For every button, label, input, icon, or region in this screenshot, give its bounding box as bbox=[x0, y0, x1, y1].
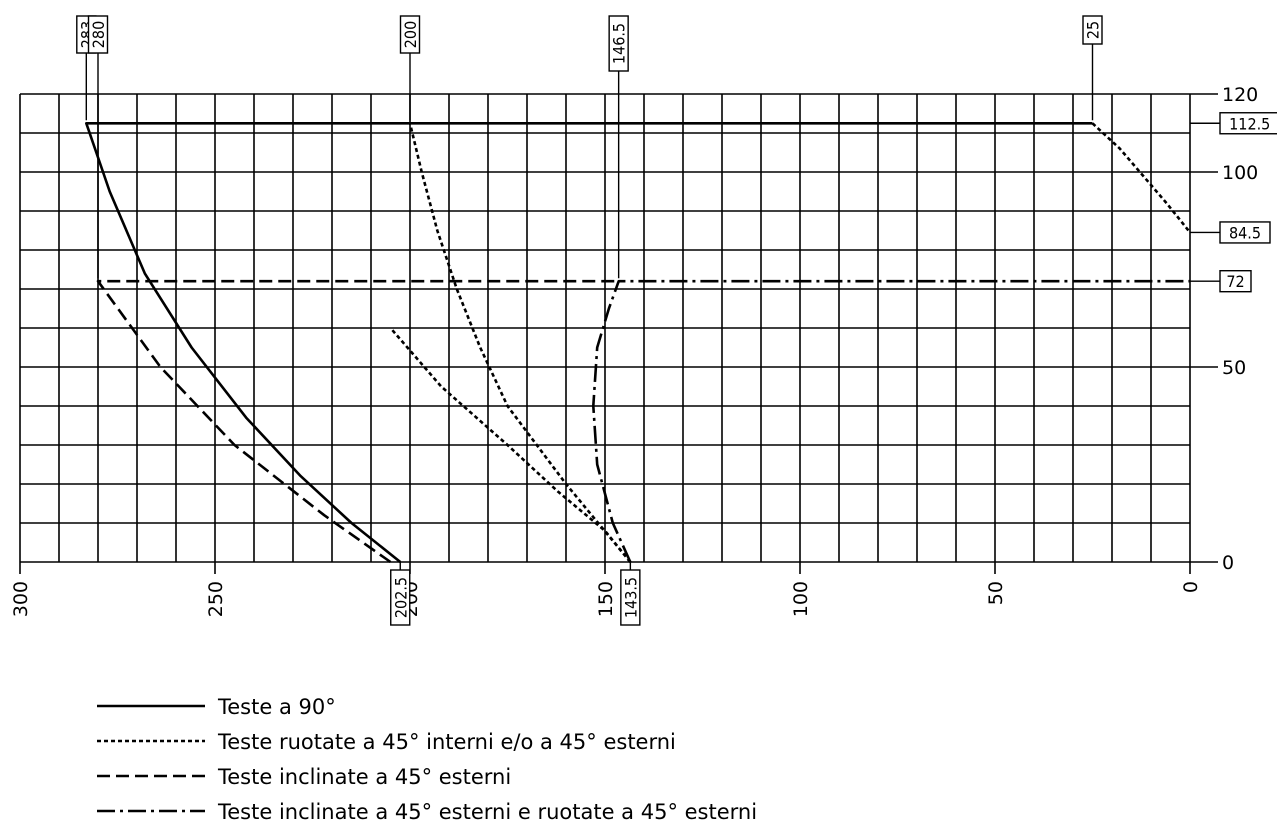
callout-top-box bbox=[608, 15, 629, 72]
y-tick-label: 100 bbox=[1222, 162, 1258, 184]
x-tick-label: 100 bbox=[790, 581, 812, 617]
x-tick-label: 50 bbox=[985, 581, 1007, 605]
x-tick-label: 0 bbox=[1180, 581, 1202, 593]
y-tick-label: 120 bbox=[1222, 84, 1258, 106]
callout-bottom-label: 143.5 bbox=[621, 577, 640, 618]
series-line bbox=[1091, 122, 1192, 234]
callout-bottom-label-box bbox=[390, 569, 411, 626]
y-tick-label: 50 bbox=[1222, 357, 1246, 379]
series-line bbox=[96, 279, 619, 564]
legend-label: Teste ruotate a 45° interni e/o a 45° es… bbox=[217, 730, 676, 754]
legend-label: Teste inclinate a 45° esterni bbox=[217, 765, 511, 789]
callout-right-label: 112.5 bbox=[1229, 114, 1270, 133]
callout-right-box bbox=[1219, 112, 1277, 135]
callout-right-label: 72 bbox=[1226, 272, 1244, 291]
x-tick-label: 300 bbox=[10, 581, 32, 617]
callout-top-box bbox=[399, 15, 421, 54]
callout-top-label: 146.5 bbox=[610, 23, 629, 64]
callout-top-label: 200 bbox=[401, 21, 420, 48]
callout-top-label: 280 bbox=[89, 21, 108, 48]
series-line bbox=[389, 327, 632, 563]
callout-right-label: 84.5 bbox=[1229, 223, 1261, 242]
series-layer bbox=[85, 122, 1192, 564]
callout-top-label: 25 bbox=[1084, 21, 1103, 39]
callout-bottom-label-box bbox=[620, 569, 641, 626]
grid bbox=[19, 93, 1191, 563]
series-line bbox=[85, 122, 1093, 564]
y-tick-label: 0 bbox=[1222, 552, 1234, 574]
callout-top-box bbox=[1082, 15, 1103, 45]
callout-right-box bbox=[1219, 270, 1252, 293]
series-line bbox=[408, 122, 632, 563]
x-tick-label: 150 bbox=[595, 581, 617, 617]
legend: Teste a 90° Teste ruotate a 45° interni e… bbox=[97, 695, 757, 824]
callout-top-box bbox=[87, 15, 109, 54]
callout-bottom-label: 202.5 bbox=[391, 577, 410, 618]
x-tick-label: 250 bbox=[205, 581, 227, 617]
legend-label: Teste inclinate a 45° esterni e ruotate … bbox=[217, 800, 757, 824]
callout-right-box bbox=[1219, 221, 1271, 244]
legend-label: Teste a 90° bbox=[217, 695, 336, 719]
series-line bbox=[591, 279, 1190, 563]
